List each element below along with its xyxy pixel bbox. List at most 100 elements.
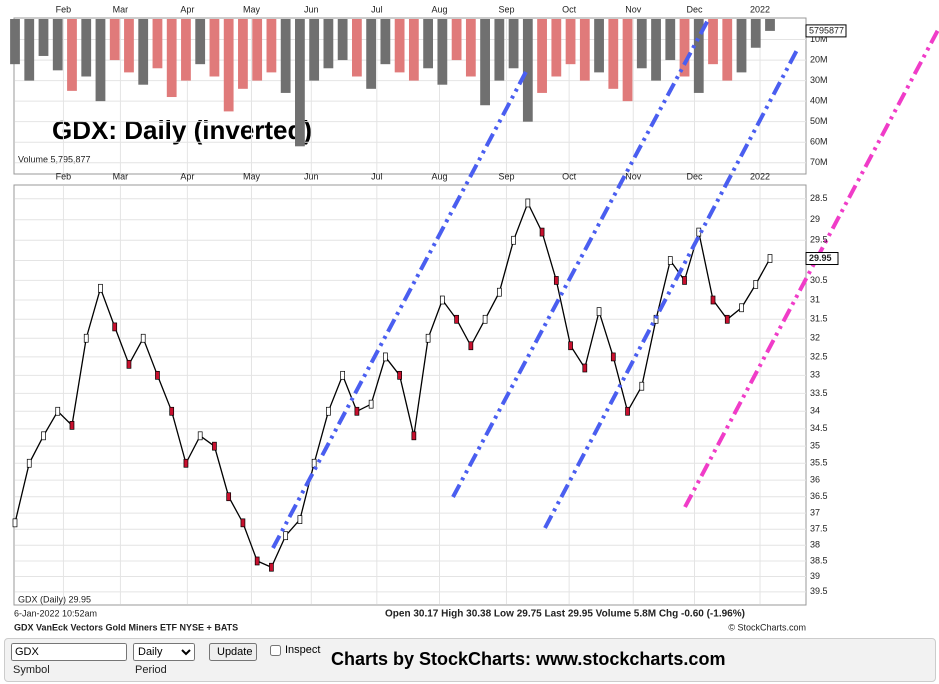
chart-title: GDX: Daily (inverted) — [52, 115, 312, 145]
quote: Open 30.17 High 30.38 Low 29.75 Last 29.… — [385, 609, 745, 620]
price-point — [596, 307, 602, 316]
y-tick-label: 20M — [810, 54, 828, 64]
price-point — [12, 518, 18, 528]
price-point — [354, 406, 360, 416]
volume-bar — [309, 19, 320, 81]
volume-bar — [323, 19, 334, 69]
inspect-checkbox[interactable] — [269, 644, 282, 656]
price-point — [625, 406, 630, 416]
price-point — [98, 283, 103, 293]
y-tick-label: 50M — [810, 116, 828, 126]
volume-bar — [366, 19, 377, 89]
x-tick-label: Apr — [180, 4, 194, 14]
price-point — [26, 458, 32, 468]
price-point — [240, 518, 246, 528]
volume-bar — [124, 19, 134, 73]
volume-bar — [423, 19, 434, 69]
volume-bar — [351, 19, 362, 77]
date: 6-Jan-2022 10:52am — [14, 608, 97, 618]
price-point — [724, 314, 730, 324]
price-point — [269, 562, 274, 572]
price-point — [682, 276, 687, 285]
volume-bar — [209, 19, 220, 77]
x-tick-label: Aug — [432, 171, 448, 181]
x-tick-label: Feb — [56, 4, 72, 14]
price-point — [568, 341, 573, 351]
price-point — [511, 235, 516, 245]
period-select[interactable]: Daily — [133, 643, 195, 661]
volume-bar — [736, 19, 747, 73]
volume-bar — [152, 19, 163, 69]
volume-bar — [280, 19, 291, 93]
volume-bar — [708, 19, 718, 65]
symbol-input[interactable] — [11, 643, 127, 661]
price-point — [539, 227, 545, 237]
x-tick-label: May — [243, 171, 261, 181]
y-tick-label: 34 — [810, 406, 820, 416]
price-point — [639, 381, 645, 391]
copyright: © StockCharts.com — [728, 622, 806, 632]
price-point — [525, 198, 531, 208]
volume-bar — [508, 19, 519, 69]
price-point — [753, 280, 759, 289]
volume-bar — [565, 19, 576, 65]
volume-legend: Volume 5,795,877 — [18, 154, 91, 164]
price-point — [69, 421, 75, 430]
price-point — [383, 352, 388, 362]
volume-bar — [337, 19, 348, 61]
x-tick-label: Apr — [180, 171, 194, 181]
volume-bar — [24, 19, 35, 81]
volume-bar — [380, 19, 391, 65]
price-point — [283, 531, 289, 541]
price-point — [197, 431, 203, 441]
price-point — [41, 431, 46, 441]
price-point — [582, 363, 588, 373]
volume-bar — [195, 19, 206, 65]
price-point — [83, 333, 89, 343]
price-point — [767, 254, 773, 263]
price-point — [710, 295, 716, 305]
price-point — [126, 359, 132, 369]
y-tick-label: 31.5 — [810, 314, 828, 324]
volume-bar — [81, 19, 92, 77]
price-point — [326, 406, 331, 416]
volume-bar — [181, 19, 191, 81]
update-button[interactable]: Update — [209, 643, 257, 661]
volume-bar — [266, 19, 277, 73]
price-point — [397, 370, 402, 380]
inspect-label: Inspect — [285, 644, 321, 656]
x-tick-label: May — [243, 4, 261, 14]
y-tick-label: 10M — [810, 34, 828, 44]
x-tick-label: 2022 — [750, 4, 770, 14]
y-tick-label: 35 — [810, 441, 820, 451]
price-point — [425, 333, 431, 343]
volume-bar — [622, 19, 633, 102]
volume-bar — [394, 19, 405, 73]
price-point — [140, 333, 146, 343]
price-point — [226, 492, 232, 502]
y-tick-label: 38 — [810, 540, 820, 550]
x-tick-label: 2022 — [750, 171, 770, 181]
volume-bar — [10, 19, 20, 65]
volume-bar — [480, 19, 490, 106]
brand: Charts by StockCharts: www.stockcharts.c… — [331, 649, 726, 669]
y-tick-label: 37.5 — [810, 524, 828, 534]
volume-bar — [765, 19, 775, 31]
volume-bar — [238, 19, 248, 89]
volume-bar — [636, 19, 647, 69]
y-tick-label: 60M — [810, 137, 828, 147]
volume-bar — [138, 19, 149, 85]
price-point — [169, 406, 175, 416]
x-tick-label: Jun — [304, 171, 319, 181]
y-tick-label: 30M — [810, 75, 828, 85]
inspect[interactable]: Inspect — [269, 644, 320, 656]
volume-bar — [67, 19, 77, 91]
price-point — [297, 515, 303, 524]
trend-line — [271, 67, 530, 549]
y-tick-label: 30.5 — [810, 275, 828, 285]
form: Symbol Daily Period Update Inspect Chart… — [4, 638, 936, 682]
y-tick-label: 39.5 — [810, 586, 828, 596]
price-point — [254, 556, 260, 566]
volume-bar — [437, 19, 448, 85]
price-point — [667, 256, 673, 265]
